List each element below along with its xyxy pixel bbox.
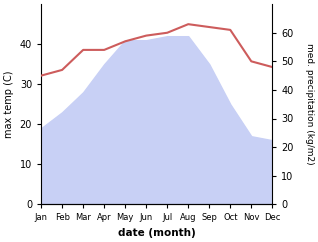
- Y-axis label: med. precipitation (kg/m2): med. precipitation (kg/m2): [305, 43, 314, 165]
- Y-axis label: max temp (C): max temp (C): [4, 70, 14, 138]
- X-axis label: date (month): date (month): [118, 228, 196, 238]
